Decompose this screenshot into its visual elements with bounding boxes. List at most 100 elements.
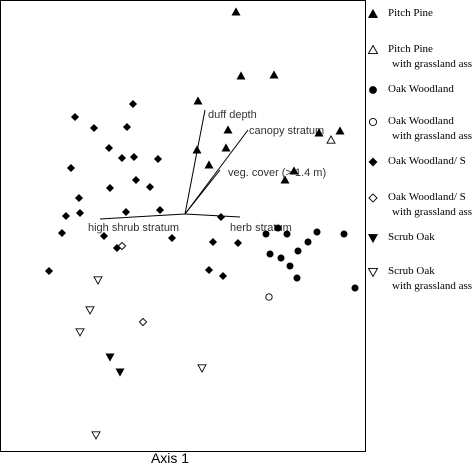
vector-layer: duff depth canopy stratum veg. cover (> 1.…	[88, 109, 326, 234]
legend-marker-icon	[367, 8, 379, 18]
data-point	[70, 112, 80, 122]
legend-label: Pitch Pine with grassland ass	[388, 42, 472, 72]
data-point	[192, 145, 202, 154]
data-point	[274, 224, 282, 232]
legend-label: Oak Woodland/ S	[388, 154, 466, 169]
legend-marker-icon	[367, 267, 379, 278]
legend-label-sub: with grassland ass	[392, 58, 473, 70]
data-point	[122, 122, 132, 132]
data-point	[269, 70, 279, 79]
legend-label: Oak Woodland/ S with grassland ass	[388, 190, 472, 220]
data-point	[115, 368, 125, 377]
legend-label-sub: with grassland ass	[392, 130, 473, 142]
legend-marker-icon	[368, 157, 378, 167]
legend-marker-icon	[367, 234, 379, 244]
legend-label-main: Scrub Oak	[388, 265, 435, 277]
data-point	[155, 205, 165, 215]
data-point	[277, 254, 285, 262]
data-point	[117, 241, 127, 251]
vector-label: veg. cover (> 1.4 m)	[228, 167, 326, 179]
data-point	[204, 265, 214, 275]
legend: Pitch Pine Pitch Pine with grassland ass Oa…	[366, 6, 474, 446]
data-point	[75, 208, 85, 218]
data-point	[223, 125, 233, 134]
legend-label-main: Pitch Pine	[388, 7, 433, 19]
data-point	[128, 99, 138, 109]
data-point	[266, 250, 274, 258]
data-point	[197, 364, 207, 373]
data-point	[74, 193, 84, 203]
data-point	[326, 135, 336, 144]
data-point	[208, 237, 218, 247]
data-point	[289, 166, 299, 175]
data-point	[91, 431, 101, 440]
legend-label: Pitch Pine	[388, 6, 433, 21]
data-point	[304, 238, 312, 246]
legend-label-main: Scrub Oak	[388, 231, 435, 243]
legend-marker-icon	[368, 193, 378, 203]
vector-line	[184, 109, 206, 215]
data-point	[75, 328, 85, 337]
data-point	[131, 175, 141, 185]
data-point	[129, 152, 139, 162]
points-layer	[44, 7, 359, 440]
data-point	[57, 228, 67, 238]
legend-label: Oak Woodland	[388, 82, 454, 97]
vector-label: herb stratum	[230, 222, 292, 234]
data-point	[231, 7, 241, 16]
data-point	[340, 230, 348, 238]
legend-label-sub: with grassland ass	[392, 206, 473, 218]
data-point	[85, 306, 95, 315]
data-point	[204, 160, 214, 169]
data-point	[66, 163, 76, 173]
data-point	[61, 211, 71, 221]
legend-label-main: Oak Woodland	[388, 83, 454, 95]
data-point	[121, 207, 131, 217]
data-point	[218, 271, 228, 281]
plot-frame	[0, 0, 366, 452]
data-point	[167, 233, 177, 243]
data-point	[193, 96, 203, 105]
data-point	[236, 71, 246, 80]
data-point	[93, 276, 103, 285]
data-point	[216, 212, 226, 222]
legend-label: Oak Woodland with grassland ass	[388, 114, 472, 144]
data-point	[314, 128, 324, 137]
legend-label-sub: with grassland ass	[392, 280, 473, 292]
data-point	[313, 228, 321, 236]
legend-label-main: Oak Woodland/ S	[388, 155, 466, 167]
data-point	[351, 284, 359, 292]
x-axis-title: Axis 1	[150, 450, 190, 466]
data-point	[335, 126, 345, 135]
legend-label: Scrub Oak with grassland ass	[388, 264, 472, 294]
vector-line	[184, 169, 221, 215]
vector-label: high shrub stratum	[88, 222, 179, 234]
data-point	[280, 175, 290, 184]
data-point	[293, 274, 301, 282]
data-point	[233, 238, 243, 248]
data-point	[105, 353, 115, 362]
legend-label-main: Pitch Pine	[388, 43, 433, 55]
data-point	[265, 293, 273, 301]
data-point	[89, 123, 99, 133]
data-point	[99, 231, 109, 241]
legend-label: Scrub Oak	[388, 230, 435, 245]
data-point	[153, 154, 163, 164]
data-point	[221, 143, 231, 152]
data-point	[104, 143, 114, 153]
vector-label: duff depth	[208, 109, 257, 121]
data-point	[286, 262, 294, 270]
vector-line	[99, 213, 186, 220]
data-point	[262, 230, 270, 238]
legend-label-main: Oak Woodland	[388, 115, 454, 127]
data-point	[117, 153, 127, 163]
data-point	[283, 230, 291, 238]
legend-marker-icon	[368, 117, 378, 127]
data-point	[294, 247, 302, 255]
data-point	[145, 182, 155, 192]
legend-label-main: Oak Woodland/ S	[388, 191, 466, 203]
legend-marker-icon	[369, 86, 377, 94]
vector-label: canopy stratum	[249, 125, 324, 137]
data-point	[138, 317, 148, 327]
